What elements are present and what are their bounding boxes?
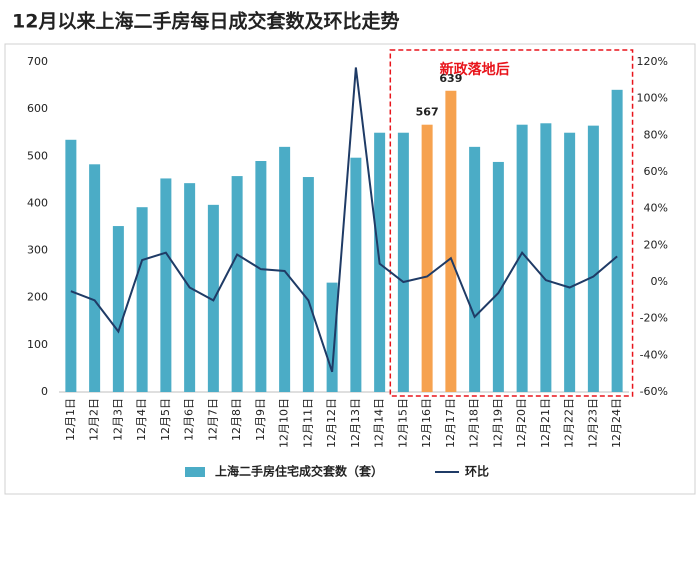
y2-tick-label: 80%	[644, 128, 668, 141]
y-tick-label: 400	[27, 196, 48, 209]
bar	[65, 139, 77, 392]
y2-tick-label: -60%	[640, 385, 668, 398]
annotation: 新政落地后	[440, 61, 510, 78]
bar	[136, 207, 148, 392]
y2-tick-label: 100%	[637, 92, 668, 105]
bar	[326, 282, 338, 392]
x-tick-label: 12月11日	[301, 398, 314, 448]
x-tick-label: 12月22日	[563, 398, 576, 448]
legend-swatch	[185, 467, 205, 477]
bar	[279, 146, 291, 392]
x-tick-label: 12月16日	[420, 398, 433, 448]
bar	[611, 89, 623, 393]
value-label: 567	[416, 106, 439, 119]
x-tick-label: 12月15日	[396, 398, 409, 448]
annotation-box	[389, 49, 634, 397]
x-tick-label: 12月24日	[610, 398, 623, 448]
bar	[587, 125, 599, 393]
x-tick-label: 12月1日	[64, 398, 77, 441]
x-tick-label: 12月17日	[444, 398, 457, 448]
legend-label: 上海二手房住宅成交套数（套）	[215, 464, 383, 479]
y2-tick-label: -20%	[640, 312, 668, 325]
x-tick-label: 12月3日	[111, 398, 124, 441]
chart-frame	[4, 43, 696, 495]
bar	[302, 177, 314, 392]
x-tick-label: 12月19日	[491, 398, 504, 448]
x-tick-label: 12月4日	[135, 398, 148, 441]
y2-tick-label: 0%	[651, 275, 668, 288]
x-tick-label: 12月23日	[586, 398, 599, 448]
bar	[255, 161, 267, 392]
bar	[89, 164, 101, 392]
y-tick-label: 0	[41, 385, 48, 398]
y2-tick-label: 20%	[644, 238, 668, 251]
x-tick-label: 12月12日	[325, 398, 338, 448]
bar	[564, 132, 576, 392]
y-tick-label: 500	[27, 149, 48, 162]
legend-label: 环比	[465, 464, 489, 479]
y-tick-label: 700	[27, 55, 48, 68]
x-tick-label: 12月7日	[206, 398, 219, 441]
x-tick-label: 12月6日	[183, 398, 196, 441]
y-tick-label: 200	[27, 291, 48, 304]
bar	[421, 124, 433, 392]
x-tick-label: 12月9日	[254, 398, 267, 441]
x-tick-label: 12月14日	[373, 398, 386, 448]
x-tick-label: 12月8日	[230, 398, 243, 441]
bar	[540, 123, 552, 393]
x-tick-label: 12月5日	[159, 398, 172, 441]
bar	[112, 226, 124, 392]
bar	[350, 157, 362, 392]
y2-tick-label: 60%	[644, 165, 668, 178]
value-label: 639	[439, 72, 462, 85]
bar	[516, 124, 528, 392]
y-tick-label: 300	[27, 244, 48, 257]
bar	[231, 176, 243, 392]
bar	[445, 90, 457, 392]
y-tick-label: 600	[27, 102, 48, 115]
bar	[160, 178, 172, 392]
x-tick-label: 12月18日	[468, 398, 481, 448]
line	[70, 67, 618, 373]
y2-tick-label: 40%	[644, 202, 668, 215]
x-tick-label: 12月20日	[515, 398, 528, 448]
bar	[469, 146, 481, 392]
bar	[492, 161, 504, 392]
x-tick-label: 12月13日	[349, 398, 362, 448]
y2-tick-label: -40%	[640, 348, 668, 361]
bar	[397, 132, 409, 392]
y2-tick-label: 120%	[637, 55, 668, 68]
x-tick-label: 12月2日	[88, 398, 101, 441]
x-tick-label: 12月10日	[278, 398, 291, 448]
x-tick-label: 12月21日	[539, 398, 552, 448]
y-tick-label: 100	[27, 338, 48, 351]
chart-title: 12月以来上海二手房每日成交套数及环比走势	[12, 10, 399, 33]
